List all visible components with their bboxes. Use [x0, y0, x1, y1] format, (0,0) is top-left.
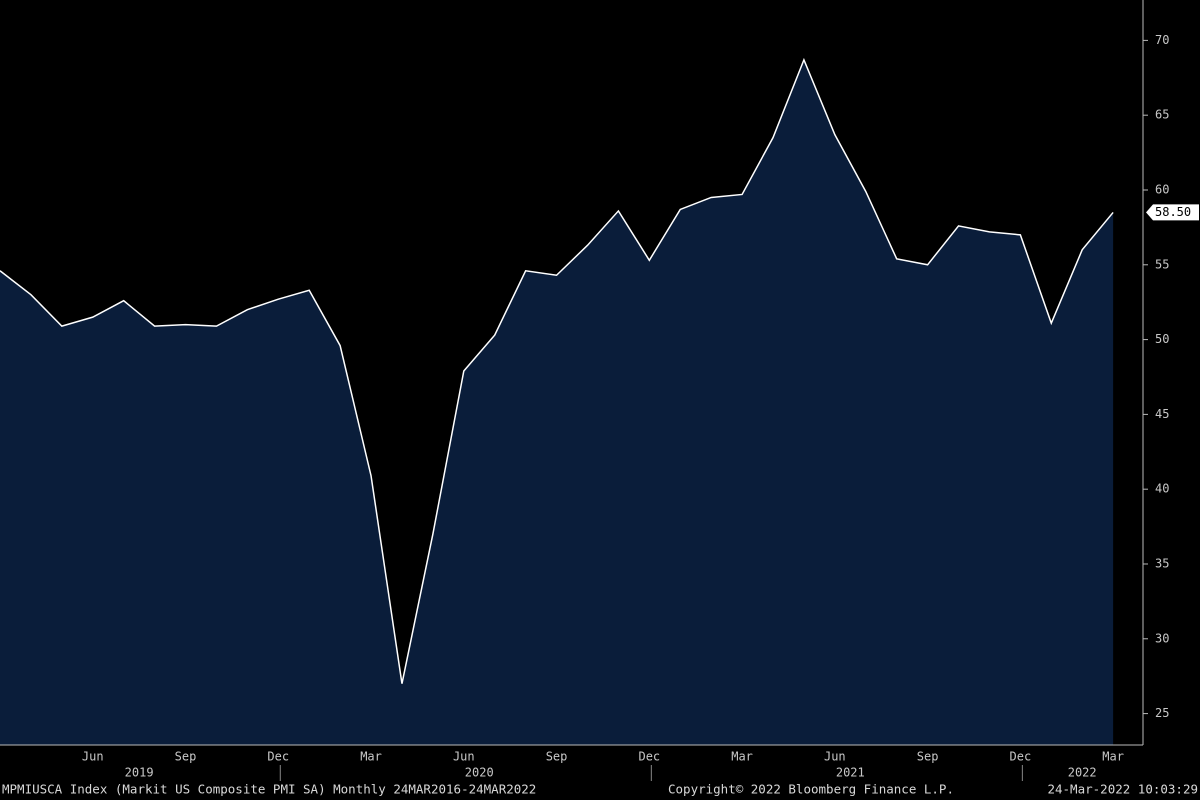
- y-tick-label: 65: [1155, 108, 1169, 122]
- y-tick-label: 25: [1155, 706, 1169, 720]
- x-tick-label: Dec: [1010, 750, 1032, 764]
- value-label: 58.50: [1155, 205, 1191, 219]
- y-tick-label: 35: [1155, 556, 1169, 570]
- line: [0, 57, 1114, 684]
- y-tick-label: 40: [1155, 482, 1169, 496]
- x-tick-label: Sep: [546, 750, 568, 764]
- x-tick-label: Dec: [267, 750, 289, 764]
- y-tick-label: 45: [1155, 407, 1169, 421]
- value-label-box: [1146, 204, 1199, 221]
- x-tick-label: Mar: [1102, 750, 1124, 764]
- y-tick-label: 50: [1155, 332, 1169, 346]
- y-tick-label: 30: [1155, 631, 1169, 645]
- x-year-label: 2020: [465, 766, 494, 780]
- x-tick-label: Sep: [175, 750, 197, 764]
- x-tick-label: Jun: [453, 750, 475, 764]
- footer-copyright: Copyright© 2022 Bloomberg Finance L.P.: [668, 782, 954, 797]
- x-tick-label: Jun: [82, 750, 104, 764]
- x-tick-label: Mar: [360, 750, 382, 764]
- y-tick-label: 55: [1155, 257, 1169, 271]
- area: [0, 59, 1114, 746]
- x-tick-label: Dec: [638, 750, 660, 764]
- x-tick-label: Jun: [824, 750, 846, 764]
- footer-security: MPMIUSCA Index (Markit US Composite PMI …: [2, 782, 536, 797]
- x-tick-label: Sep: [917, 750, 939, 764]
- x-year-label: 2022: [1068, 766, 1097, 780]
- x-tick-label: Mar: [731, 750, 753, 764]
- footer-timestamp: 24-Mar-2022 10:03:29: [1047, 782, 1198, 797]
- y-tick-label: 60: [1155, 182, 1169, 196]
- y-tick-label: 70: [1155, 33, 1169, 47]
- x-year-label: 2019: [125, 766, 154, 780]
- x-year-label: 2021: [836, 766, 865, 780]
